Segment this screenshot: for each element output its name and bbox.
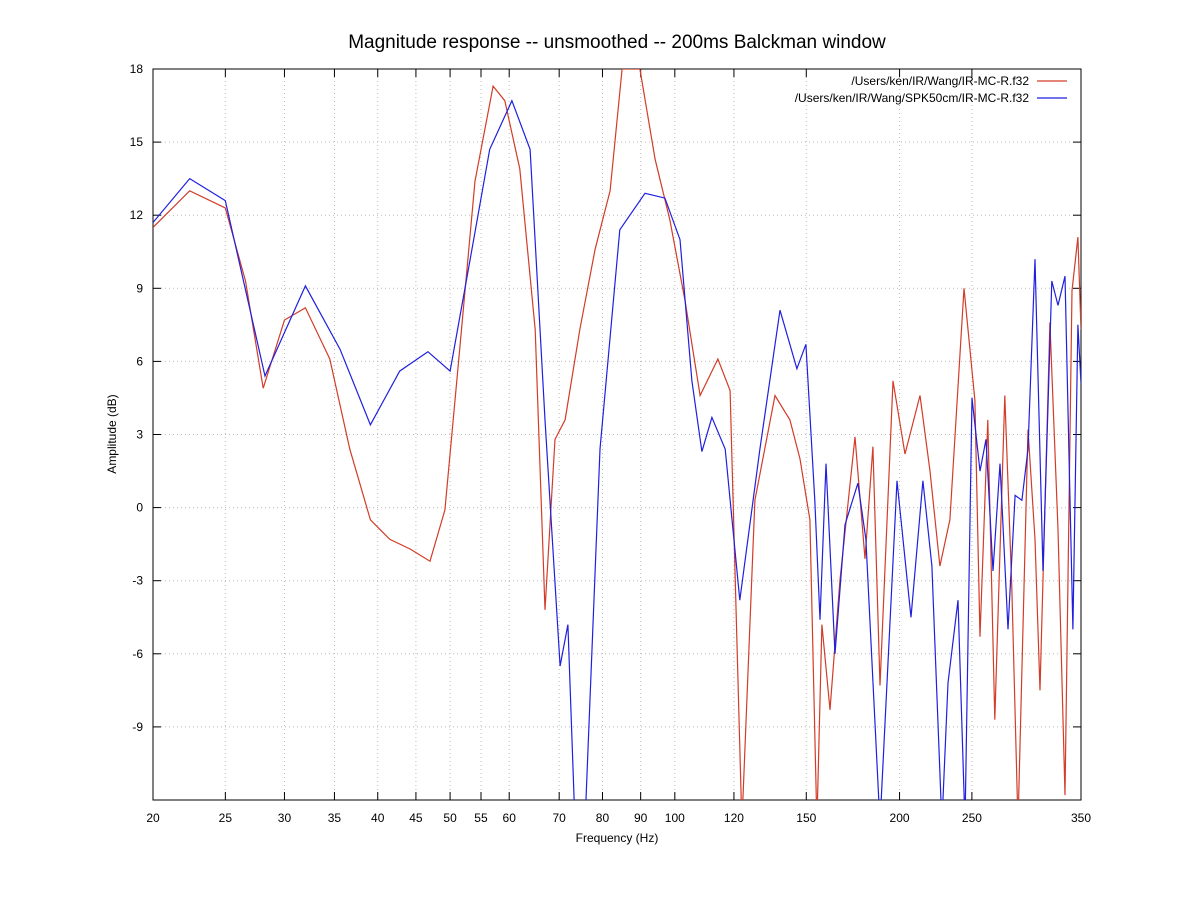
x-tick-label: 200 (890, 811, 910, 825)
x-tick-label: 70 (552, 811, 566, 825)
y-tick-label: 18 (130, 62, 144, 76)
series-line (153, 69, 1081, 800)
y-tick-label: -9 (132, 720, 143, 734)
x-tick-label: 150 (796, 811, 816, 825)
x-tick-label: 100 (665, 811, 685, 825)
legend-label: /Users/ken/IR/Wang/IR-MC-R.f32 (851, 74, 1029, 88)
x-tick-label: 60 (503, 811, 517, 825)
x-tick-label: 50 (443, 811, 457, 825)
chart-title: Magnitude response -- unsmoothed -- 200m… (348, 32, 886, 53)
series-line (153, 99, 1081, 800)
y-axis-label: Amplitude (dB) (105, 394, 119, 473)
y-tick-label: -3 (132, 574, 143, 588)
x-tick-label: 20 (146, 811, 160, 825)
y-tick-label: -6 (132, 647, 143, 661)
y-tick-label: 3 (136, 428, 143, 442)
x-axis-label: Frequency (Hz) (576, 831, 659, 845)
x-tick-label: 35 (328, 811, 342, 825)
x-tick-label: 55 (474, 811, 488, 825)
y-tick-label: 0 (136, 501, 143, 515)
x-tick-label: 80 (596, 811, 610, 825)
plot-area (153, 69, 1081, 800)
plot-frame (152, 68, 1082, 801)
x-tick-label: 25 (219, 811, 233, 825)
y-tick-label: 15 (130, 135, 144, 149)
x-tick-label: 350 (1071, 811, 1091, 825)
x-tick-label: 250 (962, 811, 982, 825)
x-tick-label: 120 (724, 811, 744, 825)
x-tick-label: 30 (278, 811, 292, 825)
y-tick-label: 12 (130, 208, 144, 222)
x-tick-label: 90 (634, 811, 648, 825)
legend-label: /Users/ken/IR/Wang/SPK50cm/IR-MC-R.f32 (795, 91, 1030, 105)
x-tick-label: 40 (371, 811, 385, 825)
y-tick-label: 6 (136, 354, 143, 368)
y-tick-label: 9 (136, 281, 143, 295)
x-tick-label: 45 (409, 811, 423, 825)
